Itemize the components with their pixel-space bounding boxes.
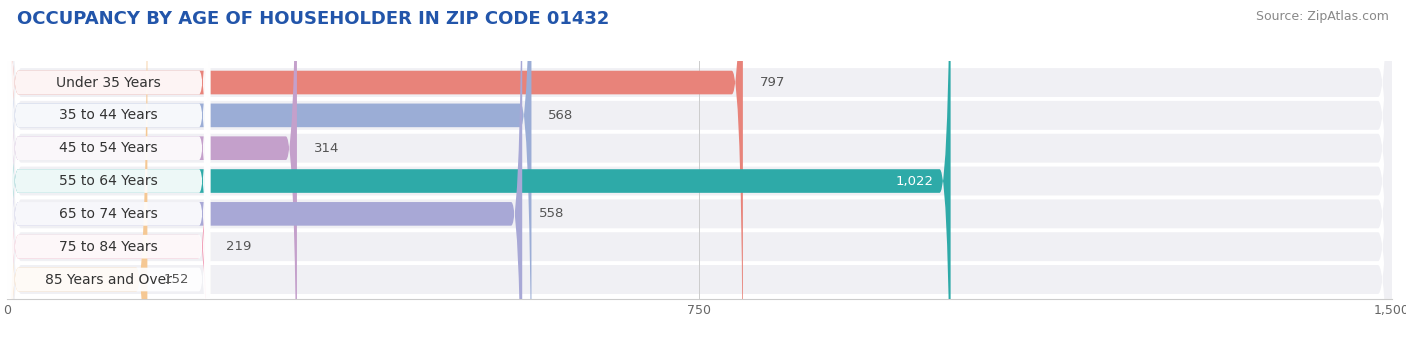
Text: 1,022: 1,022 bbox=[896, 174, 934, 188]
FancyBboxPatch shape bbox=[7, 0, 1392, 340]
FancyBboxPatch shape bbox=[7, 0, 1392, 340]
FancyBboxPatch shape bbox=[7, 0, 148, 340]
Text: Source: ZipAtlas.com: Source: ZipAtlas.com bbox=[1256, 10, 1389, 23]
Text: 152: 152 bbox=[165, 273, 190, 286]
FancyBboxPatch shape bbox=[7, 0, 209, 340]
FancyBboxPatch shape bbox=[7, 0, 209, 340]
Text: 85 Years and Over: 85 Years and Over bbox=[45, 272, 172, 287]
FancyBboxPatch shape bbox=[7, 0, 742, 340]
FancyBboxPatch shape bbox=[7, 0, 209, 340]
FancyBboxPatch shape bbox=[7, 0, 209, 340]
Text: 75 to 84 Years: 75 to 84 Years bbox=[59, 240, 157, 254]
Text: OCCUPANCY BY AGE OF HOUSEHOLDER IN ZIP CODE 01432: OCCUPANCY BY AGE OF HOUSEHOLDER IN ZIP C… bbox=[17, 10, 609, 28]
Text: 65 to 74 Years: 65 to 74 Years bbox=[59, 207, 157, 221]
FancyBboxPatch shape bbox=[7, 0, 209, 340]
Text: 55 to 64 Years: 55 to 64 Years bbox=[59, 174, 157, 188]
Text: 35 to 44 Years: 35 to 44 Years bbox=[59, 108, 157, 122]
Text: 568: 568 bbox=[548, 109, 574, 122]
Text: 314: 314 bbox=[314, 142, 339, 155]
FancyBboxPatch shape bbox=[7, 0, 1392, 340]
FancyBboxPatch shape bbox=[7, 0, 209, 340]
FancyBboxPatch shape bbox=[7, 0, 1392, 340]
FancyBboxPatch shape bbox=[7, 0, 1392, 340]
FancyBboxPatch shape bbox=[7, 0, 950, 340]
FancyBboxPatch shape bbox=[7, 0, 522, 340]
Text: 219: 219 bbox=[226, 240, 252, 253]
Text: Under 35 Years: Under 35 Years bbox=[56, 75, 160, 89]
FancyBboxPatch shape bbox=[7, 0, 209, 340]
Text: 45 to 54 Years: 45 to 54 Years bbox=[59, 141, 157, 155]
FancyBboxPatch shape bbox=[7, 0, 1392, 340]
Text: 797: 797 bbox=[759, 76, 785, 89]
FancyBboxPatch shape bbox=[7, 0, 1392, 340]
Text: 558: 558 bbox=[538, 207, 564, 220]
FancyBboxPatch shape bbox=[7, 0, 209, 340]
FancyBboxPatch shape bbox=[7, 0, 531, 340]
FancyBboxPatch shape bbox=[7, 0, 297, 340]
